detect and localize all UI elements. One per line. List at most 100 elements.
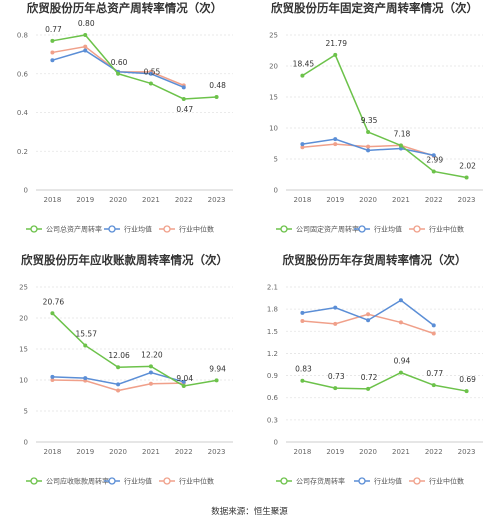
data-point-company: [116, 71, 121, 76]
y-tick-label: 10: [19, 377, 28, 385]
data-point-industry_avg: [333, 305, 338, 310]
x-tick-label: 2020: [359, 196, 377, 204]
data-point-industry_avg: [431, 153, 436, 158]
x-tick-label: 2022: [425, 448, 443, 456]
data-label: 9.35: [361, 116, 378, 125]
y-tick-label: 1.5: [267, 328, 278, 336]
y-tick-label: 15: [269, 94, 278, 102]
x-tick-label: 2018: [44, 448, 62, 456]
legend-label-company: 公司存货周转率: [296, 477, 345, 486]
chart-title: 欣贸股份历年总资产周转率情况（次）: [26, 1, 223, 15]
data-point-company: [398, 370, 403, 375]
data-point-company: [83, 343, 88, 348]
data-label: 0.73: [328, 372, 345, 381]
chart-title: 欣贸股份历年应收账款周转率情况（次）: [21, 253, 228, 267]
chart-svg: 0 0.3 0.6 0.9 1.2 1.5 1.8 2.1 2018 2019 2020 2021 20…: [267, 284, 483, 486]
legend-marker-industry_median: [163, 225, 171, 233]
data-point-company: [214, 95, 219, 99]
data-label: 9.04: [176, 374, 193, 383]
data-point-industry_median: [50, 50, 55, 55]
data-point-industry_avg: [148, 370, 153, 375]
data-point-company: [333, 52, 338, 57]
data-point-industry_avg: [181, 85, 186, 90]
data-point-company: [431, 169, 436, 174]
data-point-company: [333, 386, 338, 391]
data-point-company: [464, 175, 469, 180]
data-point-industry_median: [333, 142, 338, 147]
data-point-industry_avg: [398, 146, 403, 151]
y-tick-label: 0.2: [17, 148, 28, 156]
legend-marker-industry_median: [413, 225, 421, 233]
x-tick-label: 2019: [326, 196, 344, 204]
data-point-industry_median: [366, 312, 371, 317]
data-point-company: [214, 378, 219, 383]
data-label: 21.79: [326, 39, 348, 48]
x-tick-label: 2019: [76, 196, 94, 204]
data-label: 0.55: [144, 67, 161, 76]
legend-marker-industry_median: [163, 477, 171, 485]
data-point-company: [300, 378, 305, 383]
series-line-industry_median: [302, 313, 434, 335]
x-tick-label: 2021: [392, 448, 410, 456]
data-point-company: [50, 38, 55, 43]
legend-label-company: 公司固定资产周转率: [296, 225, 359, 234]
x-tick-label: 2019: [76, 448, 94, 456]
data-point-industry_avg: [83, 376, 88, 381]
data-point-industry_avg: [83, 48, 88, 53]
data-point-industry_median: [431, 331, 436, 336]
x-tick-label: 2020: [109, 196, 127, 204]
y-tick-label: 2.1: [267, 284, 278, 292]
series-line-company: [51, 312, 217, 387]
data-point-company: [366, 386, 371, 391]
x-tick-label: 2018: [294, 196, 312, 204]
data-label: 20.76: [43, 297, 65, 306]
data-point-industry_avg: [366, 148, 371, 153]
data-source-note: 数据来源：恒生聚源: [211, 507, 288, 517]
data-point-industry_avg: [148, 71, 153, 76]
data-label: 12.06: [108, 351, 130, 360]
x-tick-label: 2020: [359, 448, 377, 456]
data-label: 15.57: [76, 329, 98, 338]
x-tick-label: 2023: [458, 448, 476, 456]
y-tick-label: 0: [24, 187, 28, 195]
x-tick-label: 2022: [175, 448, 193, 456]
legend-label-industry_avg: 行业均值: [124, 225, 152, 234]
data-label: 12.20: [141, 350, 163, 359]
legend-label-industry_median: 行业中位数: [429, 225, 464, 234]
legend-marker-industry_avg: [358, 477, 366, 485]
series-line-company: [302, 53, 467, 179]
data-point-company: [464, 389, 469, 394]
data-label: 0.72: [361, 373, 378, 382]
data-point-industry_avg: [300, 142, 305, 147]
y-tick-label: 25: [19, 284, 28, 292]
legend-marker-company: [280, 225, 288, 233]
data-point-industry_avg: [181, 379, 186, 384]
chart-title: 欣贸股份历年固定资产周转率情况（次）: [271, 1, 478, 15]
legend-marker-industry_avg: [358, 225, 366, 233]
legend-label-industry_avg: 行业均值: [374, 225, 402, 234]
legend-label-company: 公司总资产周转率: [46, 225, 102, 234]
legend-label-industry_avg: 行业均值: [374, 477, 402, 486]
data-point-industry_avg: [431, 323, 436, 328]
legend-label-industry_avg: 行业均值: [124, 477, 152, 486]
data-point-industry_avg: [300, 310, 305, 315]
x-tick-label: 2022: [175, 196, 193, 204]
data-point-company: [431, 383, 436, 388]
data-label: 0.69: [459, 375, 476, 384]
chart-svg: 0 5 10 15 20 25 2018 2019 2020 2021 2022 2023 18.45 2…: [269, 32, 483, 234]
data-label: 2.02: [459, 161, 476, 170]
x-tick-label: 2021: [142, 448, 160, 456]
data-point-industry_median: [398, 320, 403, 325]
data-label: 18.45: [293, 60, 315, 69]
data-point-industry_median: [116, 388, 121, 393]
x-tick-label: 2022: [425, 196, 443, 204]
data-point-industry_median: [50, 378, 55, 382]
data-point-industry_avg: [366, 318, 371, 323]
data-point-industry_median: [148, 381, 153, 386]
y-tick-label: 0.4: [17, 109, 29, 117]
data-label: 9.94: [209, 364, 226, 373]
data-label: 2.99: [426, 155, 443, 164]
y-tick-label: 1.8: [267, 306, 278, 314]
data-point-company: [366, 130, 371, 135]
data-point-company: [83, 33, 88, 37]
